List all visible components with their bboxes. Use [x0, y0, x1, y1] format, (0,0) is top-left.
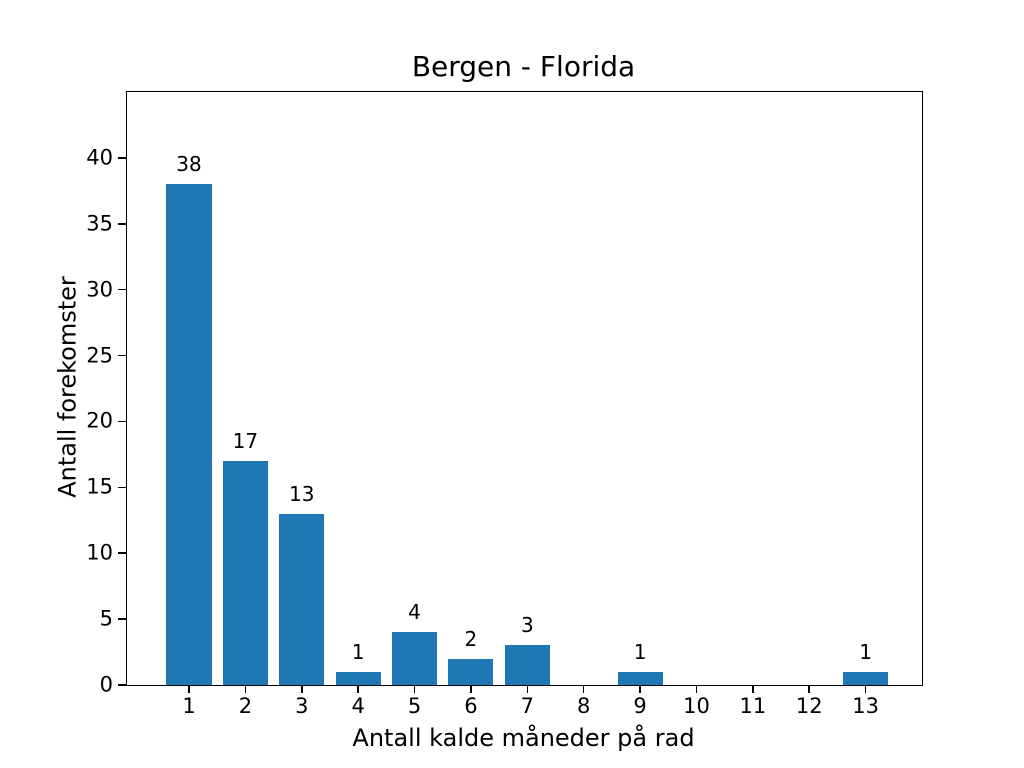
chart-title: Bergen - Florida	[411, 50, 636, 83]
bar	[617, 671, 663, 685]
bar-value-label: 1	[859, 639, 872, 664]
bar	[504, 645, 550, 685]
x-tick-label: 4	[351, 694, 365, 718]
bar-value-label: 4	[408, 600, 421, 625]
x-tick	[244, 685, 247, 693]
y-tick-label: 30	[86, 277, 113, 302]
x-tick	[639, 685, 641, 693]
x-tick-label: 10	[683, 694, 710, 718]
x-tick-label: 3	[295, 694, 309, 718]
bar	[279, 513, 325, 685]
y-tick-label: 15	[86, 474, 113, 499]
y-tick	[117, 420, 126, 423]
y-tick	[117, 486, 126, 489]
plot-area: 38 1 17 2 13 3 1 4 4 5 2 6 3 7 8 1 9 10 11 12 1 13 0 5 10 15 20 25 3…	[86, 91, 923, 717]
y-tick	[117, 618, 126, 620]
y-tick-label: 10	[86, 540, 113, 565]
bar	[843, 671, 889, 685]
x-tick-label: 11	[739, 694, 767, 718]
x-tick	[188, 685, 190, 693]
y-tick	[117, 684, 126, 686]
y-tick-label: 5	[99, 606, 113, 631]
x-tick-label: 5	[407, 694, 422, 718]
y-tick-label: 0	[99, 672, 113, 697]
x-tick	[526, 685, 529, 693]
x-tick	[470, 685, 472, 693]
y-tick-label: 40	[86, 145, 113, 170]
bar	[335, 671, 381, 685]
x-tick-label: 9	[633, 694, 647, 718]
bar	[392, 632, 438, 685]
bar-value-label: 1	[351, 639, 365, 664]
x-tick	[752, 685, 754, 693]
bar	[222, 460, 268, 685]
x-axis-label: Antall kalde måneder på rad	[352, 724, 695, 752]
x-tick-label: 6	[464, 694, 478, 718]
x-tick	[301, 685, 303, 693]
x-tick	[864, 685, 867, 693]
y-tick-label: 35	[86, 211, 113, 236]
x-tick-label: 8	[577, 694, 591, 718]
x-tick	[582, 685, 585, 693]
y-tick	[117, 288, 126, 291]
y-tick-label: 25	[86, 343, 113, 368]
bar-value-label: 3	[520, 613, 534, 638]
x-tick-label: 2	[238, 694, 253, 718]
y-tick	[117, 354, 126, 357]
x-tick-label: 12	[795, 694, 823, 718]
bar-value-label: 38	[176, 152, 202, 177]
x-tick-label: 13	[852, 694, 879, 718]
x-tick	[413, 685, 416, 693]
x-tick	[357, 685, 359, 693]
y-tick-label: 20	[86, 408, 113, 433]
bar-value-label: 2	[464, 626, 478, 651]
x-tick	[695, 685, 698, 693]
x-tick-label: 1	[182, 694, 196, 718]
y-tick	[117, 552, 126, 554]
y-tick	[117, 157, 126, 159]
bar	[448, 658, 494, 685]
x-tick-label: 7	[520, 694, 534, 718]
y-axis-label: Antall forekomster	[53, 276, 82, 498]
x-tick	[808, 685, 810, 693]
bar-value-label: 1	[633, 639, 647, 664]
bar	[166, 184, 212, 685]
bar-value-label: 17	[232, 428, 259, 453]
bar-value-label: 13	[289, 481, 315, 506]
y-tick	[117, 223, 126, 225]
